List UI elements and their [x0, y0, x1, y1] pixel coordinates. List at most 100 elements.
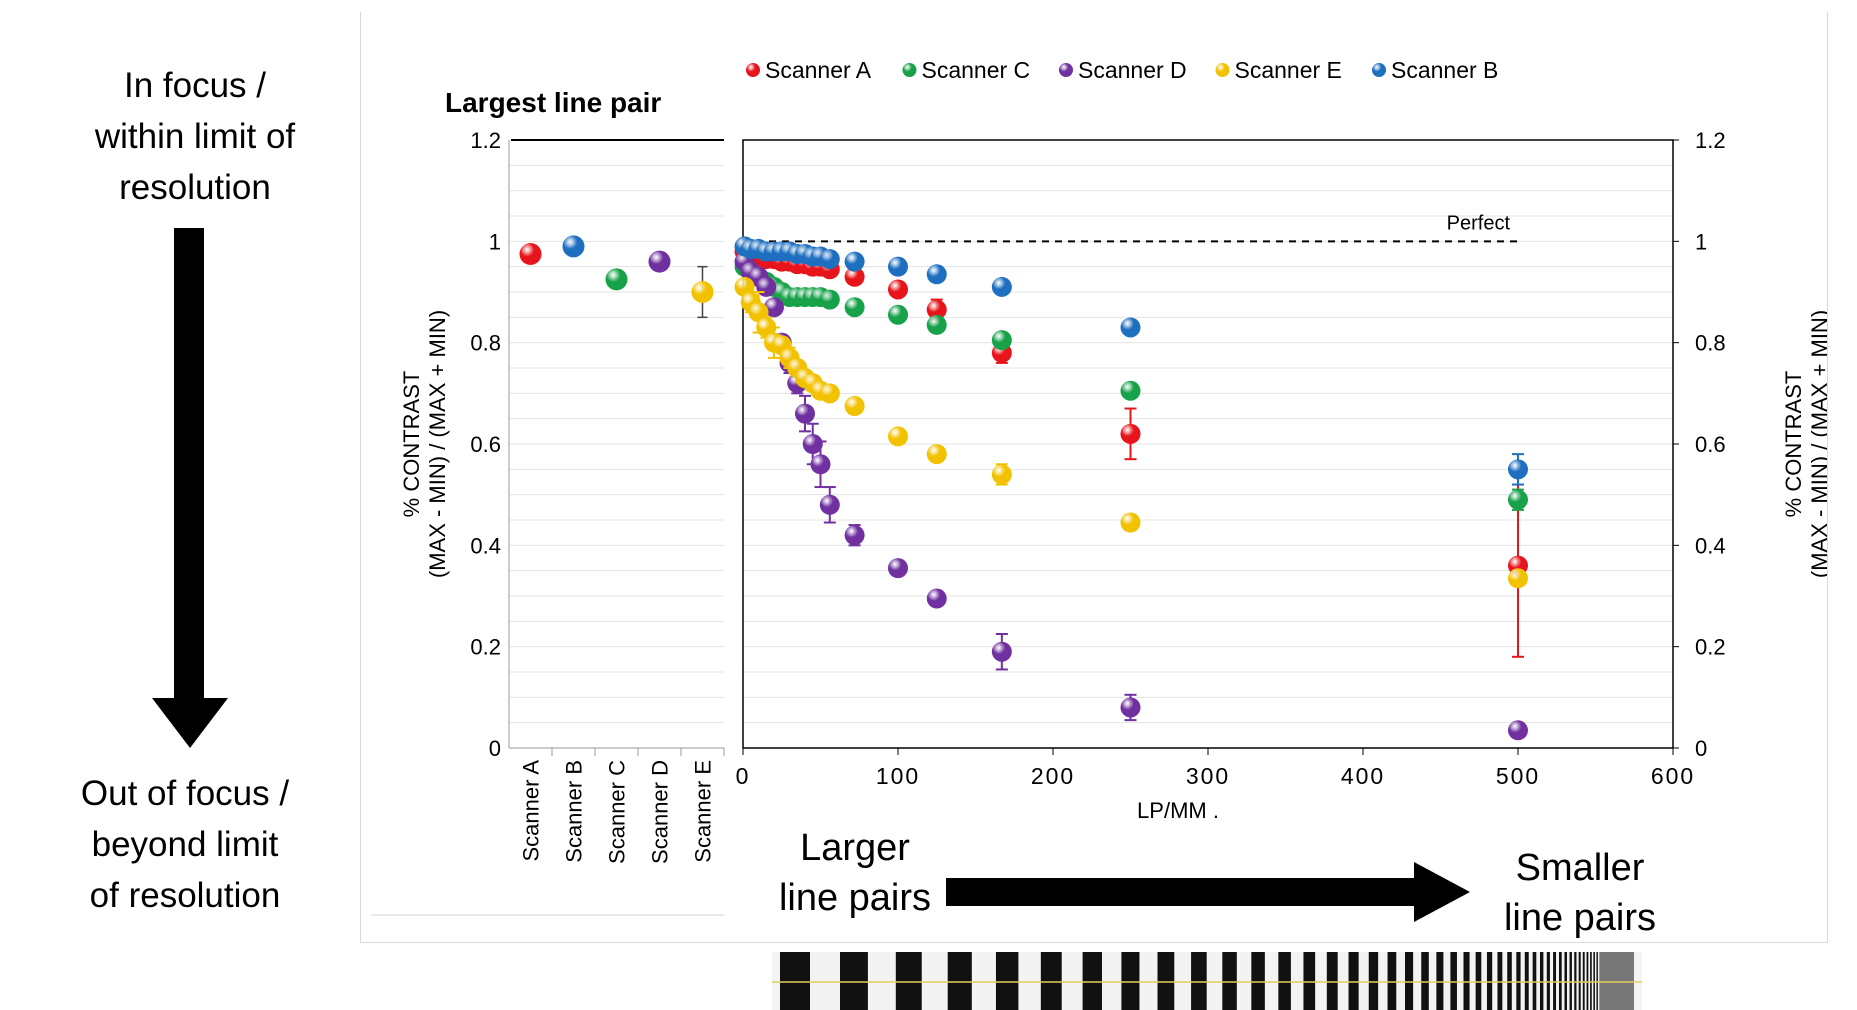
legend-marker: [746, 63, 760, 77]
pattern-bar: [1539, 952, 1544, 1010]
left-x-tick-label: Scanner E: [691, 760, 716, 863]
left-y-tick-label: 0.8: [470, 331, 501, 356]
pattern-bar: [947, 952, 972, 1010]
right-x-tick-label: 200: [1031, 763, 1075, 789]
right-x-tick-label: 600: [1651, 763, 1695, 789]
data-point: [819, 494, 840, 515]
data-point: [1120, 697, 1141, 718]
left-x-tick-label: Scanner B: [562, 760, 587, 863]
data-point: [844, 251, 865, 272]
pattern-bar: [1421, 952, 1429, 1010]
pattern-bar: [1278, 952, 1291, 1010]
pattern-bar: [1405, 952, 1414, 1010]
data-point: [888, 304, 908, 325]
left-chart-title: Largest line pair: [445, 87, 661, 118]
pattern-bar: [1596, 952, 1598, 1010]
data-point: [1120, 380, 1141, 401]
out-of-focus-line-3: of resolution: [89, 876, 281, 915]
right-y-tick-label: 0.6: [1695, 432, 1726, 457]
pattern-bar: [1450, 952, 1457, 1010]
smaller-line-1: Smaller: [1515, 847, 1645, 889]
smaller-line-pairs-label: Smaller line pairs: [1480, 843, 1680, 943]
data-point: [991, 464, 1012, 485]
data-point: [844, 525, 865, 546]
pattern-bar: [1553, 952, 1557, 1010]
data-point: [1120, 317, 1141, 338]
pattern-bar: [1586, 952, 1589, 1010]
in-focus-label: In focus / within limit of resolution: [40, 60, 350, 213]
legend-label: Scanner B: [1391, 57, 1498, 83]
pattern-bar: [780, 952, 810, 1010]
left-x-tick-label: Scanner A: [519, 760, 544, 862]
data-point: [926, 444, 947, 465]
legend-label: Scanner E: [1235, 57, 1342, 83]
right-x-tick-label: 400: [1341, 763, 1385, 789]
left-y-tick-label: 0: [489, 736, 501, 761]
pattern-bar: [1486, 952, 1493, 1010]
data-point: [844, 396, 865, 416]
legend-marker: [1059, 63, 1073, 77]
data-point: [819, 249, 840, 270]
pattern-bar: [1121, 952, 1140, 1010]
right-x-tick-label: 300: [1186, 763, 1230, 789]
data-point: [1508, 568, 1528, 589]
pattern-bar: [1436, 952, 1444, 1010]
left-y-tick-label: 1.2: [470, 128, 501, 153]
data-point: [764, 297, 784, 318]
right-y-tick-label: 0.2: [1695, 635, 1726, 660]
left-data-point: [605, 268, 628, 291]
left-x-tick-label: Scanner C: [605, 760, 630, 864]
pattern-bar: [1558, 952, 1562, 1010]
pattern-bar: [895, 952, 922, 1010]
pattern-bar: [1546, 952, 1550, 1010]
pattern-bar: [1348, 952, 1359, 1010]
chart-svg: 0 0.2 0.4 0.6 0.8 1 1.2 Largest line pair % CONT…: [371, 57, 1827, 916]
left-data-point: [691, 281, 714, 303]
out-of-focus-line-1: Out of focus /: [80, 774, 290, 813]
in-focus-line-2: within limit of: [94, 117, 296, 156]
data-point: [819, 383, 840, 404]
legend-marker: [1215, 63, 1230, 77]
legend-marker: [1372, 63, 1386, 77]
left-x-tick-label: Scanner D: [648, 760, 673, 864]
right-y-axis-label-line: (MAX - MIN) / (MAX + MIN): [1807, 310, 1827, 578]
data-point: [844, 266, 865, 287]
pattern-bar: [1564, 952, 1567, 1010]
data-point: [991, 641, 1012, 662]
data-point: [888, 256, 908, 277]
left-data-point: [562, 235, 585, 258]
pattern-bar: [1303, 952, 1316, 1010]
right-x-axis-label: LP/MM .: [1137, 798, 1219, 823]
right-x-tick-label: 100: [876, 763, 920, 789]
right-y-tick-label: 0: [1695, 736, 1707, 761]
pattern-bar: [1497, 952, 1503, 1010]
left-y-axis-label: % CONTRAST(MAX - MIN) / (MAX + MIN): [399, 310, 450, 578]
data-point: [991, 276, 1012, 297]
right-y-tick-label: 1: [1695, 229, 1707, 254]
pattern-bar: [1191, 952, 1207, 1010]
pattern-bar: [1569, 952, 1572, 1010]
left-y-tick-label: 0.2: [470, 635, 501, 660]
left-data-point: [648, 250, 671, 273]
pattern-fine-region: [1599, 952, 1634, 1010]
pattern-bar: [1082, 952, 1102, 1010]
data-point: [1120, 423, 1141, 444]
data-point: [888, 279, 908, 300]
pattern-bar: [1524, 952, 1529, 1010]
data-point: [756, 317, 777, 338]
legend-label: Scanner D: [1078, 57, 1187, 83]
pattern-bar: [1516, 952, 1521, 1010]
left-y-tick-label: 0.4: [470, 533, 501, 558]
larger-line-2: line pairs: [778, 877, 932, 919]
right-y-tick-label: 0.8: [1695, 331, 1726, 356]
left-y-tick-label: 1: [489, 229, 501, 254]
pattern-bar: [1593, 952, 1595, 1010]
data-point: [926, 299, 947, 320]
pattern-bar: [1368, 952, 1379, 1010]
data-point: [926, 264, 947, 285]
in-focus-line-3: resolution: [119, 168, 271, 207]
pattern-bar: [840, 952, 868, 1010]
data-point: [795, 403, 815, 424]
pattern-bar: [1590, 952, 1592, 1010]
left-y-tick-label: 0.6: [470, 432, 501, 457]
